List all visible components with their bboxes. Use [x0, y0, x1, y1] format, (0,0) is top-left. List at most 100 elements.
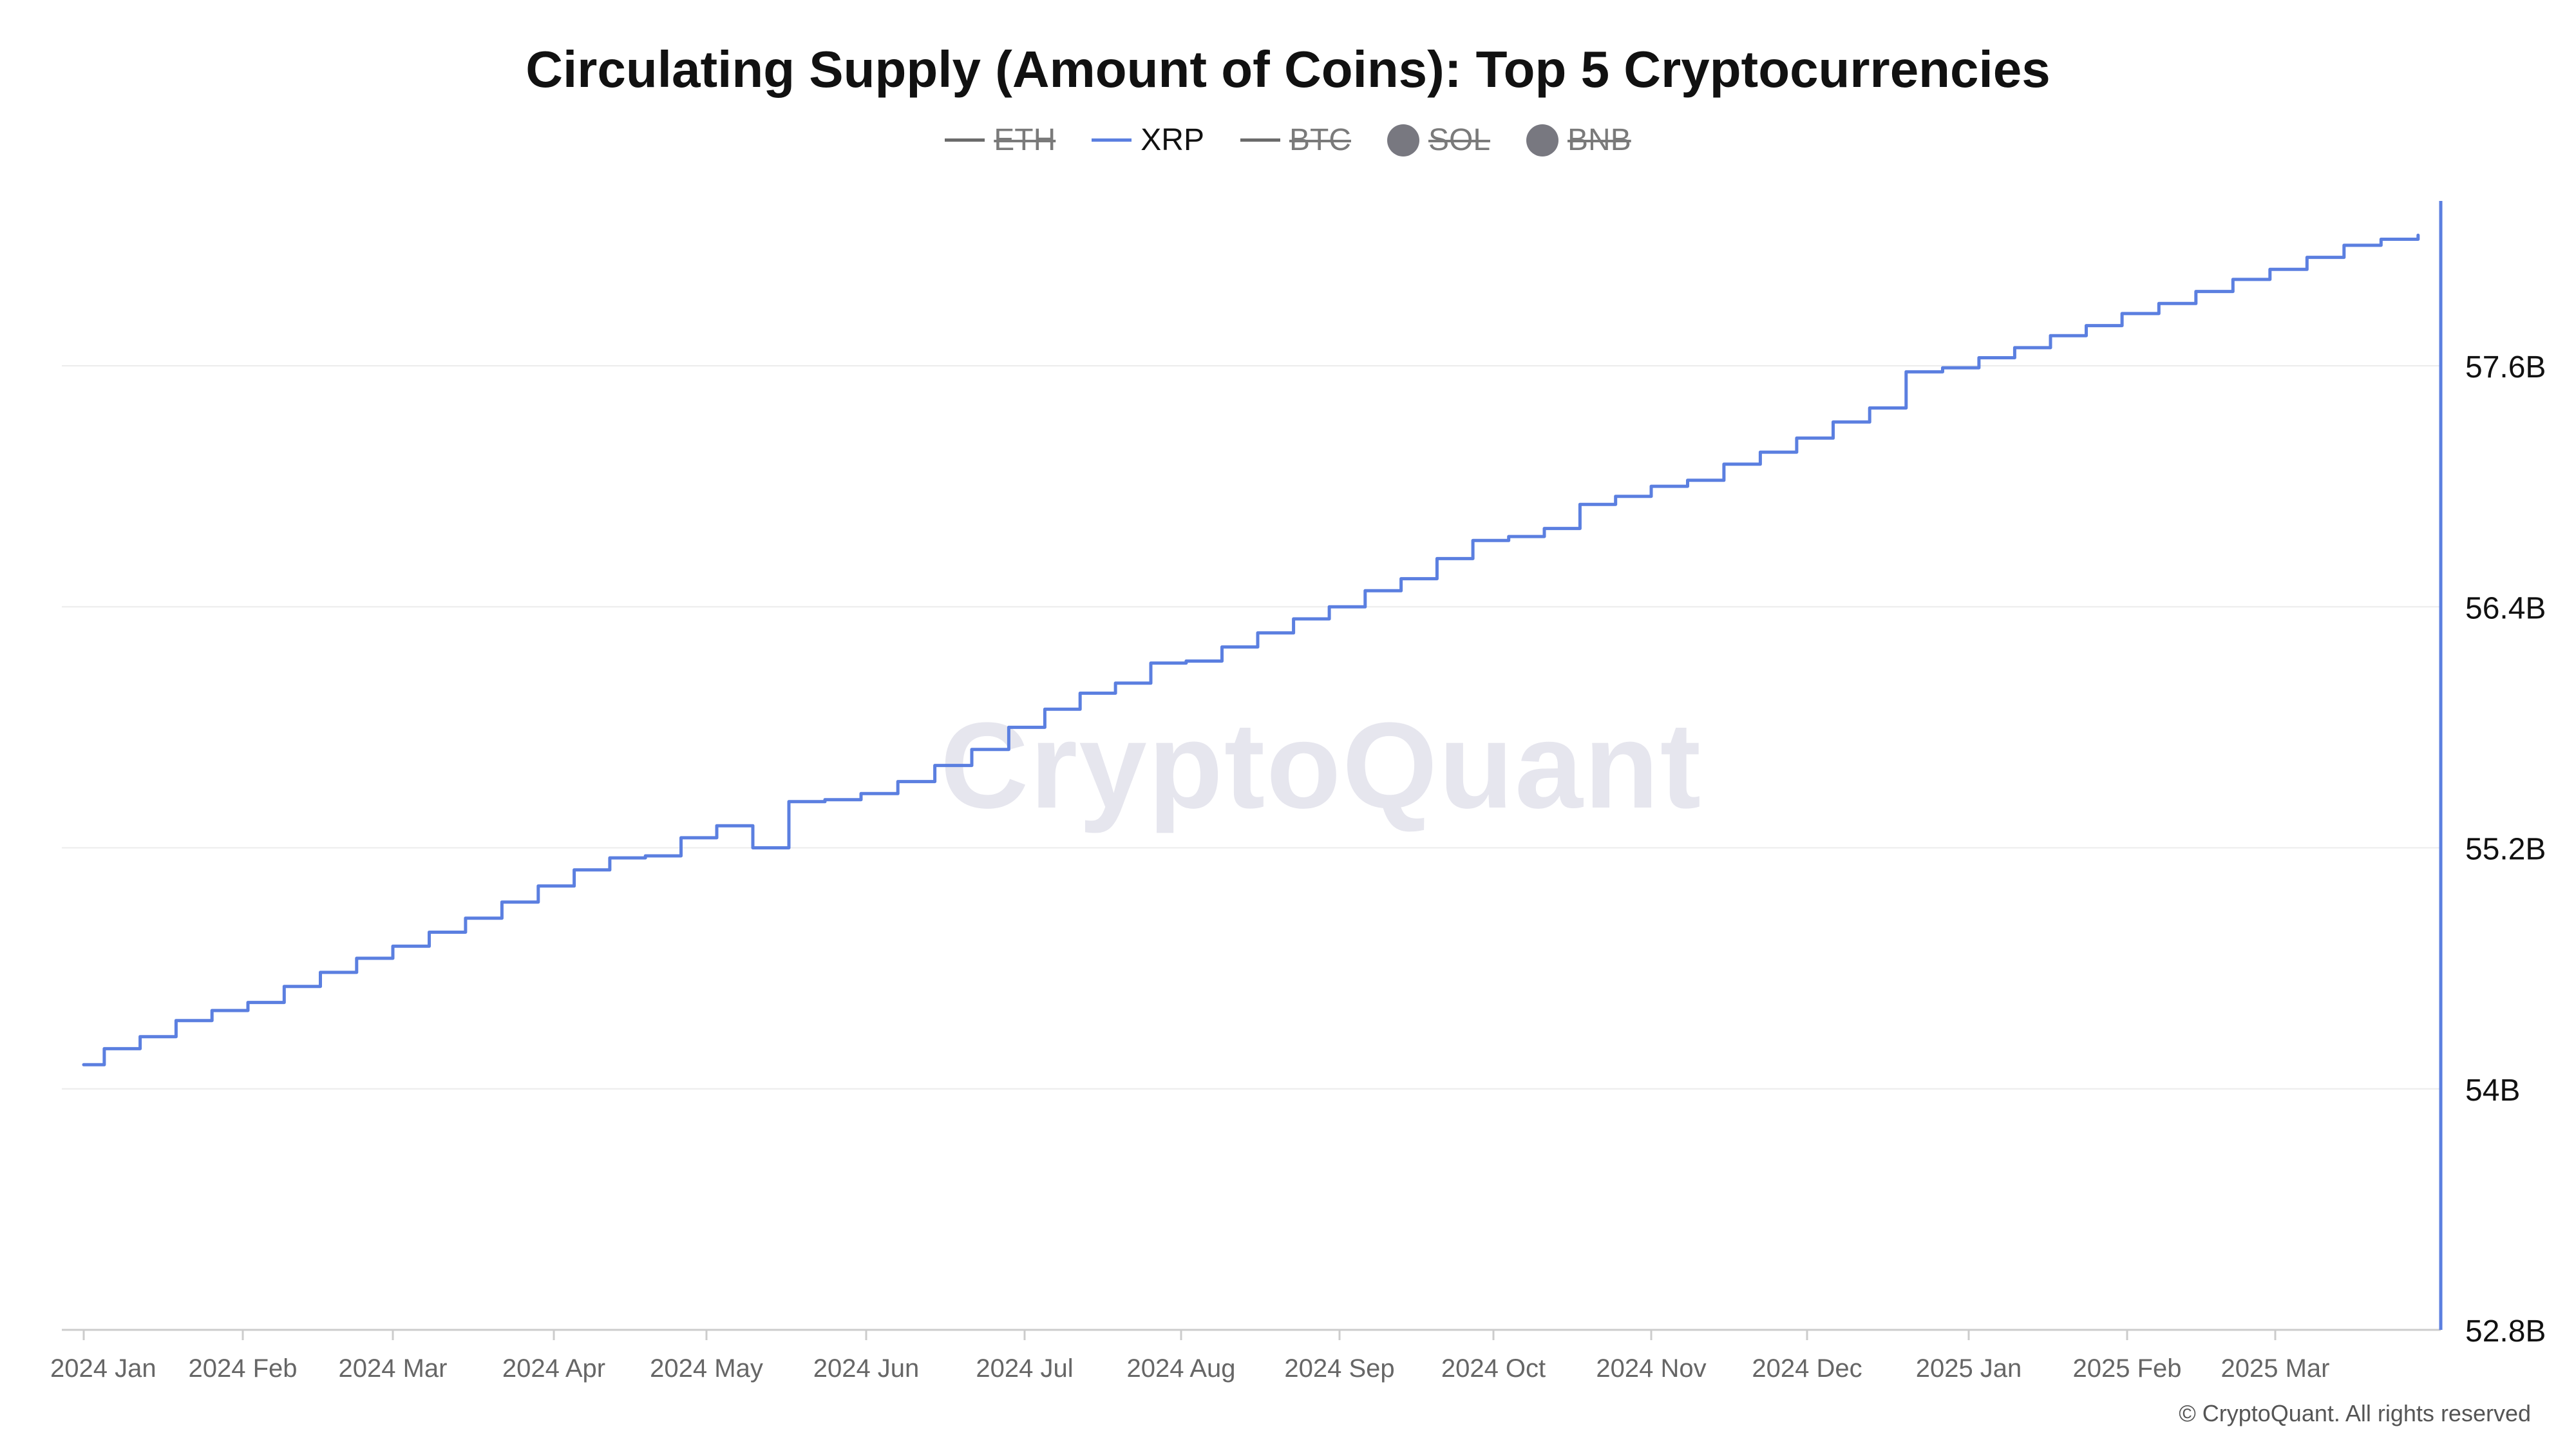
x-tick-label: 2024 Jan [50, 1354, 156, 1383]
data-point[interactable] [1902, 367, 1911, 376]
y-tick-label: 57.6B [2465, 350, 2546, 384]
data-point[interactable] [931, 761, 940, 770]
data-point[interactable] [497, 898, 506, 907]
data-point[interactable] [136, 1032, 145, 1041]
data-point[interactable] [712, 821, 721, 830]
data-point[interactable] [279, 982, 289, 991]
legend-label: BTC [1289, 123, 1351, 157]
data-point[interactable] [893, 777, 902, 786]
data-point[interactable] [1432, 554, 1441, 563]
x-tick-label: 2024 Oct [1441, 1354, 1546, 1383]
data-point[interactable] [2414, 231, 2423, 240]
legend-item-bnb[interactable]: BNB [1526, 122, 1631, 158]
data-point[interactable] [1325, 602, 1334, 611]
x-tick-label: 2025 Mar [2221, 1354, 2330, 1383]
data-point[interactable] [1975, 354, 1984, 363]
data-point[interactable] [1182, 656, 1191, 665]
data-point[interactable] [2082, 321, 2091, 330]
x-tick-label: 2024 Nov [1596, 1354, 1706, 1383]
data-point[interactable] [2228, 275, 2237, 284]
data-point[interactable] [79, 1060, 88, 1069]
data-point[interactable] [2046, 331, 2055, 340]
data-point[interactable] [1575, 500, 1584, 509]
data-point[interactable] [2340, 241, 2349, 250]
x-tick-label: 2024 Jul [976, 1354, 1073, 1383]
data-point[interactable] [171, 1016, 180, 1025]
legend-marker-icon [1526, 124, 1559, 156]
legend-marker-icon [1092, 138, 1132, 142]
x-tick-label: 2024 Apr [502, 1354, 605, 1383]
legend-label: ETH [994, 123, 1056, 157]
x-tick-label: 2024 Aug [1126, 1354, 1235, 1383]
data-point[interactable] [1146, 659, 1155, 668]
data-point[interactable] [702, 833, 711, 842]
data-point[interactable] [1540, 524, 1549, 533]
legend-marker-icon [945, 138, 985, 142]
legend-label: XRP [1141, 123, 1204, 157]
series-layer [79, 231, 2423, 1069]
data-point[interactable] [857, 789, 866, 798]
data-point[interactable] [1756, 448, 1765, 457]
data-point[interactable] [461, 914, 470, 923]
data-point[interactable] [388, 942, 397, 951]
data-point[interactable] [748, 844, 757, 853]
data-point[interactable] [2266, 265, 2275, 274]
data-point[interactable] [1792, 433, 1801, 442]
legend-label: BNB [1567, 123, 1631, 157]
gridlines [62, 365, 2441, 1090]
data-point[interactable] [1504, 532, 1513, 541]
data-point[interactable] [1683, 476, 1692, 485]
data-point[interactable] [2154, 299, 2163, 308]
data-point[interactable] [1828, 417, 1837, 426]
legend-item-btc[interactable]: BTC [1240, 122, 1351, 158]
data-point[interactable] [100, 1044, 109, 1053]
data-point[interactable] [570, 866, 579, 875]
x-tick-label: 2024 May [650, 1354, 763, 1383]
legend-item-xrp[interactable]: XRP [1092, 122, 1204, 158]
data-point[interactable] [1865, 403, 1874, 412]
data-point[interactable] [1647, 482, 1656, 491]
data-point[interactable] [1468, 536, 1477, 545]
data-point[interactable] [1217, 643, 1226, 652]
y-tick-label: 55.2B [2465, 833, 2546, 867]
data-point[interactable] [243, 998, 252, 1007]
x-tick-label: 2025 Jan [1916, 1354, 2022, 1383]
x-tick-labels: 2024 Jan 2024 Feb 2024 Mar 2024 Apr 2024 May… [50, 1354, 2329, 1383]
chart-title: Circulating Supply (Amount of Coins): To… [526, 41, 2050, 98]
data-point[interactable] [207, 1006, 216, 1015]
data-point[interactable] [1397, 574, 1406, 583]
data-point[interactable] [424, 927, 433, 936]
data-point[interactable] [1040, 705, 1049, 714]
data-point[interactable] [605, 853, 614, 862]
data-point[interactable] [2192, 287, 2201, 296]
data-point[interactable] [1719, 460, 1728, 469]
legend-marker-icon [1240, 138, 1280, 142]
y-tick-label: 56.4B [2465, 591, 2546, 625]
series-line-xrp[interactable] [82, 233, 2420, 1066]
data-point[interactable] [1004, 723, 1013, 732]
legend-item-sol[interactable]: SOL [1387, 122, 1490, 158]
legend-item-eth[interactable]: ETH [945, 122, 1056, 158]
axes [62, 201, 2443, 1340]
data-point[interactable] [1938, 363, 1947, 372]
data-point[interactable] [967, 745, 976, 754]
data-point[interactable] [677, 833, 686, 842]
y-tick-labels: 52.8B 54B 55.2B 56.4B 57.6B [2465, 350, 2546, 1349]
data-point[interactable] [2302, 253, 2311, 262]
data-point[interactable] [2010, 343, 2019, 352]
data-point[interactable] [2376, 235, 2385, 244]
data-point[interactable] [641, 851, 650, 860]
data-point[interactable] [2117, 309, 2126, 318]
data-point[interactable] [534, 882, 543, 891]
data-point[interactable] [1075, 688, 1084, 697]
data-point[interactable] [784, 797, 793, 806]
data-point[interactable] [1289, 614, 1298, 623]
data-point[interactable] [1361, 586, 1370, 595]
data-point[interactable] [1611, 492, 1620, 501]
data-point[interactable] [316, 968, 325, 977]
data-point[interactable] [352, 954, 361, 963]
data-point[interactable] [1253, 629, 1262, 638]
data-point[interactable] [1111, 679, 1120, 688]
data-point[interactable] [820, 795, 829, 804]
